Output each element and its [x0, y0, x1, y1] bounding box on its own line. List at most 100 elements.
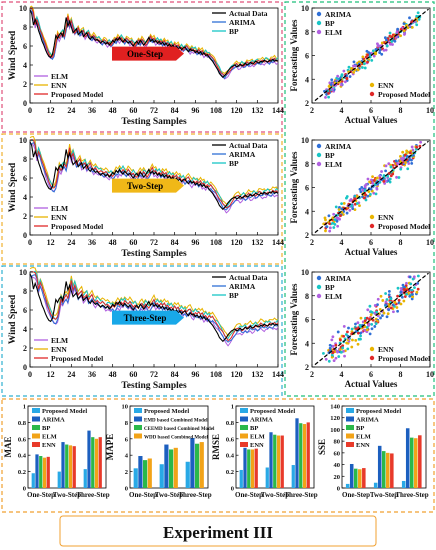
- scatter-point: [416, 274, 420, 278]
- bar: [138, 456, 143, 488]
- scatter-point: [339, 214, 342, 218]
- x-tick-label: 8: [399, 106, 403, 115]
- scatter-point: [324, 218, 327, 222]
- scatter-point: [356, 321, 360, 325]
- legend-label: ARIMA: [229, 18, 256, 27]
- scatter-point: [331, 344, 335, 348]
- scatter-point: [359, 190, 363, 194]
- y-tick-label: 6: [305, 52, 309, 61]
- step-arrow: [112, 178, 184, 193]
- y-tick-label: 4: [23, 193, 27, 202]
- legend-label: BP: [229, 291, 239, 300]
- legend-label: Proposed Model: [51, 354, 103, 363]
- bar: [42, 457, 47, 488]
- legend-label: ENN: [51, 345, 67, 354]
- scatter-point: [336, 216, 339, 220]
- bar: [61, 442, 65, 488]
- bar: [254, 448, 258, 488]
- scatter-point: [370, 323, 374, 326]
- scatter-point: [375, 310, 379, 314]
- scatter-point: [386, 312, 390, 316]
- x-tick-label: 96: [191, 106, 199, 115]
- chart-sc_two: 2 4 6 8 10 2 4 6 8 10 Actual Values Forecasting Val…: [289, 136, 434, 257]
- scatter-point: [405, 292, 409, 296]
- scatter-point: [399, 302, 403, 306]
- scatter-point: [366, 53, 369, 57]
- legend-label: ELM: [51, 336, 68, 345]
- footer-label: Experiment III: [163, 523, 273, 542]
- x-tick-label: 144: [272, 370, 284, 379]
- legend-label: BP: [229, 159, 239, 168]
- scatter-point: [331, 87, 334, 91]
- series-line-elm: [29, 143, 279, 214]
- scatter-point: [395, 175, 398, 179]
- scatter-point: [359, 334, 362, 338]
- bar: [353, 468, 358, 488]
- y-tick-label: 8: [305, 160, 309, 169]
- legend-swatch: [240, 433, 248, 439]
- scatter-point: [397, 298, 401, 302]
- scatter-point: [368, 192, 372, 196]
- bar: [243, 447, 247, 488]
- x-tick-label: 132: [251, 238, 263, 247]
- y-tick-label: 0: [23, 99, 27, 108]
- x-tick-label: 4: [340, 370, 344, 379]
- scatter-point: [374, 322, 378, 325]
- scatter-point: [355, 195, 359, 198]
- x-tick-label: Two-Step: [370, 491, 398, 499]
- scatter-point: [405, 154, 409, 158]
- scatter-point: [327, 95, 330, 99]
- legend-label: BP: [42, 425, 50, 432]
- reference-line: [314, 140, 429, 234]
- bar: [273, 434, 277, 488]
- legend-marker: [316, 161, 322, 167]
- legend-marker: [369, 355, 375, 361]
- x-tick-label: 8: [399, 238, 403, 247]
- legend-label: ENN: [378, 345, 394, 354]
- scatter-point: [370, 327, 374, 331]
- scatter-point: [350, 204, 354, 208]
- legend-label: ELM: [325, 160, 342, 169]
- scatter-point: [352, 64, 355, 68]
- bar: [265, 467, 269, 488]
- y-tick-label: 0.2: [226, 469, 234, 476]
- legend-marker: [316, 275, 322, 281]
- step-label: One-Step: [127, 49, 163, 59]
- legend-label: ENN: [42, 442, 56, 449]
- scatter-point: [368, 318, 371, 321]
- legend-label: ENN: [51, 213, 67, 222]
- legend-label: ENN: [356, 442, 370, 449]
- x-axis-label: Testing Samples: [121, 249, 187, 259]
- scatter-point: [369, 310, 373, 314]
- scatter-point: [406, 26, 410, 29]
- scatter-point: [378, 178, 382, 182]
- legend-label: ELM: [51, 72, 68, 81]
- bar: [401, 480, 406, 488]
- bar: [280, 435, 284, 488]
- x-axis-label: Actual Values: [345, 115, 398, 125]
- scatter-point: [357, 337, 361, 341]
- scatter-point: [368, 304, 372, 308]
- scatter-point: [387, 293, 391, 297]
- scatter-point: [359, 331, 363, 335]
- y-tick-label: 20: [334, 474, 341, 481]
- scatter-point: [393, 301, 397, 304]
- scatter-point: [365, 328, 369, 332]
- y-tick-label: 8: [23, 287, 27, 296]
- scatter-point: [354, 64, 357, 68]
- scatter-point: [397, 176, 401, 179]
- legend-label: Proposed Model: [144, 408, 189, 415]
- scatter-point: [410, 297, 414, 301]
- scatter-point: [353, 208, 357, 212]
- charts-layer: 0 12 24 36 48 60 72 84 96 108 120 132 1440246810Test…: [3, 4, 434, 499]
- scatter-point: [334, 343, 338, 347]
- legend-label: ARIMA: [325, 10, 352, 19]
- scatter-point: [410, 145, 414, 149]
- y-tick-label: 10: [19, 4, 27, 13]
- legend-label: Proposed Model: [378, 222, 430, 231]
- scatter-point: [401, 150, 405, 154]
- scatter-point: [328, 343, 332, 347]
- x-tick-label: 24: [67, 106, 75, 115]
- bar: [377, 445, 382, 488]
- bar: [143, 460, 148, 488]
